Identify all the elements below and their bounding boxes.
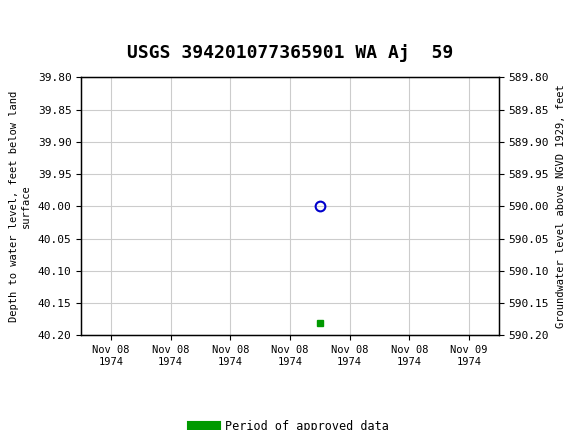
Y-axis label: Groundwater level above NGVD 1929, feet: Groundwater level above NGVD 1929, feet — [556, 85, 566, 328]
Text: USGS 394201077365901 WA Aj  59: USGS 394201077365901 WA Aj 59 — [127, 44, 453, 62]
Y-axis label: Depth to water level, feet below land
surface: Depth to water level, feet below land su… — [9, 91, 31, 322]
Legend: Period of approved data: Period of approved data — [187, 415, 393, 430]
Text: ▒USGS: ▒USGS — [12, 16, 86, 36]
